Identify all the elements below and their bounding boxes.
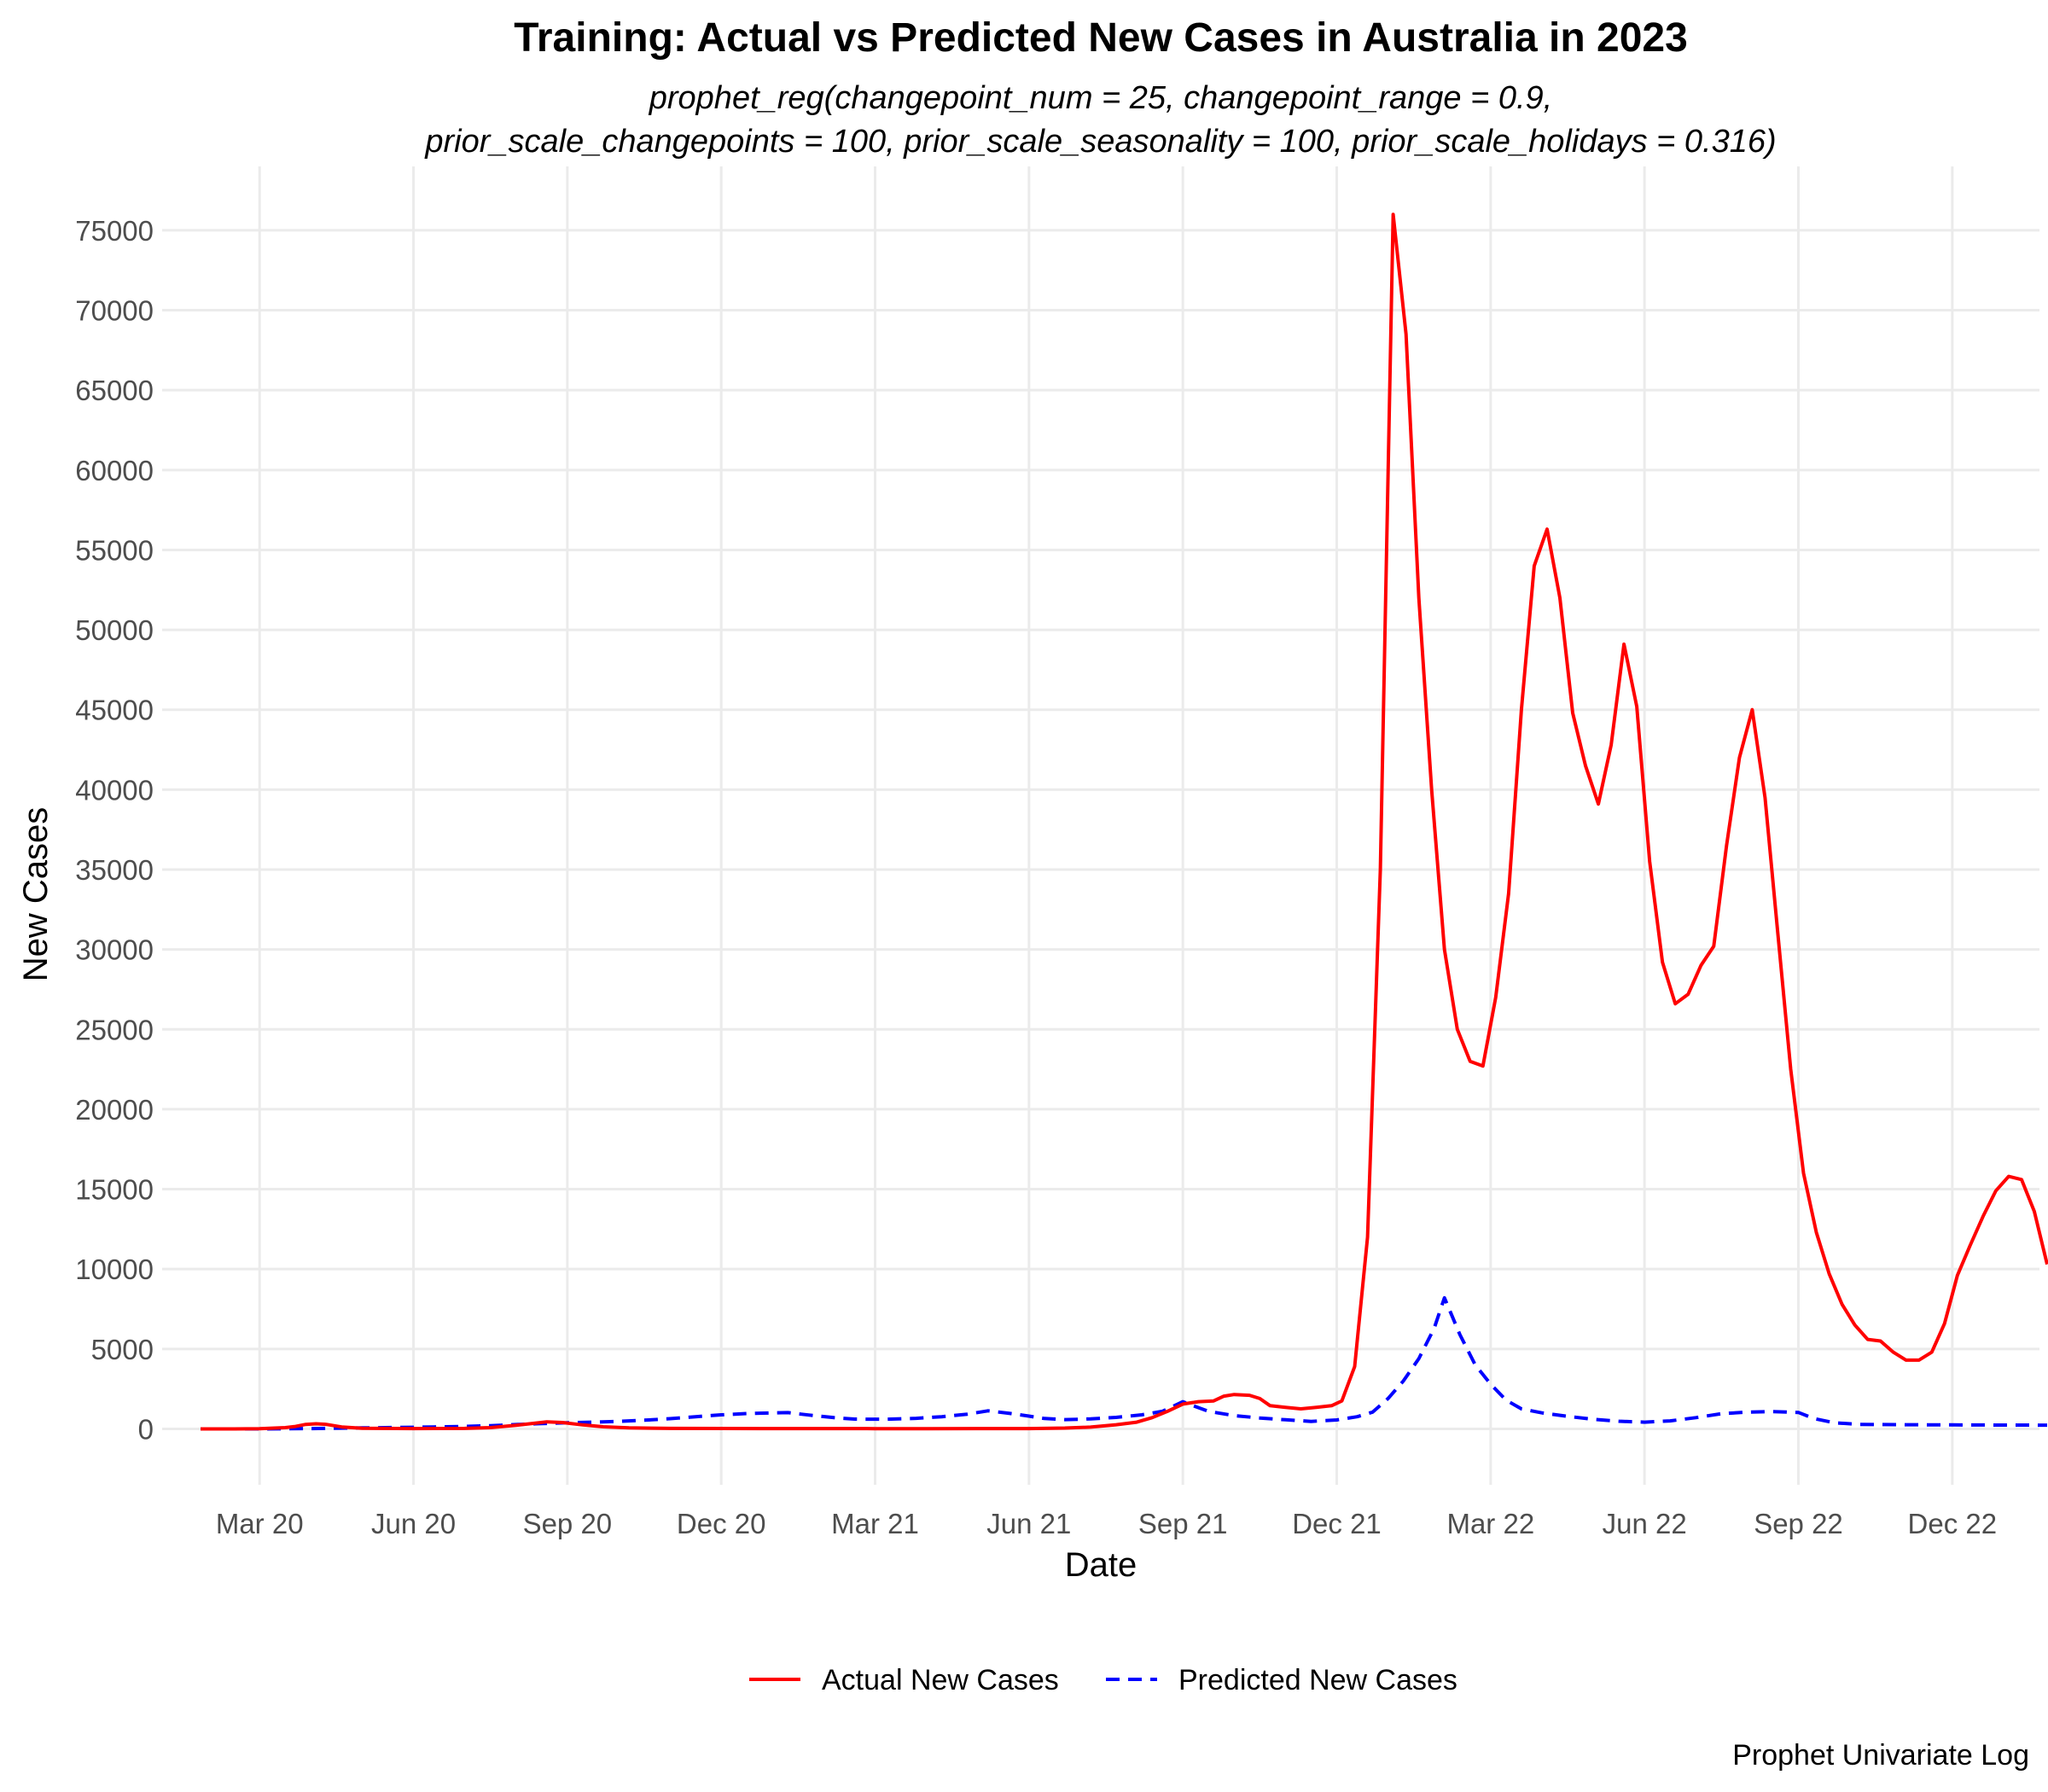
x-tick-label: Sep 22 xyxy=(1754,1508,1843,1539)
chart-title: Training: Actual vs Predicted New Cases … xyxy=(514,15,1688,61)
x-tick-label: Jun 20 xyxy=(371,1508,456,1539)
y-tick-label: 0 xyxy=(138,1413,154,1445)
y-tick-label: 55000 xyxy=(75,534,154,566)
y-tick-label: 45000 xyxy=(75,695,154,726)
chart-caption: Prophet Univariate Log xyxy=(1732,1739,2029,1772)
y-tick-label: 15000 xyxy=(75,1174,154,1206)
x-tick-label: Dec 22 xyxy=(1908,1508,1998,1539)
y-axis-title: New Cases xyxy=(17,807,55,982)
y-tick-label: 30000 xyxy=(75,934,154,966)
y-tick-label: 25000 xyxy=(75,1014,154,1045)
x-axis-title: Date xyxy=(1065,1546,1137,1584)
y-tick-label: 40000 xyxy=(75,774,154,806)
y-tick-label: 50000 xyxy=(75,614,154,646)
chart-subtitle-line-2: prior_scale_changepoints = 100, prior_sc… xyxy=(424,124,1776,160)
x-tick-label: Sep 21 xyxy=(1138,1508,1228,1539)
series-line-actual xyxy=(201,212,2048,1431)
legend-label-actual: Actual New Cases xyxy=(822,1664,1059,1696)
x-tick-label: Dec 20 xyxy=(677,1508,766,1539)
legend: Actual New Cases Predicted New Cases xyxy=(749,1664,1457,1696)
x-tick-label: Mar 20 xyxy=(216,1508,304,1539)
x-tick-label: Jun 21 xyxy=(986,1508,1071,1539)
series-line-predicted xyxy=(201,1295,2048,1431)
x-tick-label: Mar 22 xyxy=(1446,1508,1534,1539)
legend-label-predicted: Predicted New Cases xyxy=(1178,1664,1457,1696)
y-tick-label: 5000 xyxy=(91,1334,154,1365)
plot-series xyxy=(201,212,2048,1431)
x-tick-label: Mar 21 xyxy=(831,1508,919,1539)
y-tick-label: 75000 xyxy=(75,215,154,247)
x-tick-label: Dec 21 xyxy=(1292,1508,1382,1539)
grid xyxy=(162,166,2039,1485)
y-axis-ticks: 0 5000 10000 15000 20000 25000 30000 35000 40000… xyxy=(75,215,154,1446)
y-tick-label: 20000 xyxy=(75,1094,154,1126)
x-tick-label: Jun 22 xyxy=(1603,1508,1687,1539)
x-tick-label: Sep 20 xyxy=(523,1508,613,1539)
y-tick-label: 65000 xyxy=(75,375,154,406)
y-tick-label: 60000 xyxy=(75,455,154,486)
y-tick-label: 35000 xyxy=(75,854,154,886)
y-tick-label: 10000 xyxy=(75,1254,154,1285)
x-axis-ticks: Mar 20 Jun 20 Sep 20 Dec 20 Mar 21 Jun 21 Sep … xyxy=(216,1508,1997,1539)
chart-subtitle-line-1: prophet_reg(changepoint_num = 25, change… xyxy=(649,80,1553,116)
y-tick-label: 70000 xyxy=(75,295,154,327)
